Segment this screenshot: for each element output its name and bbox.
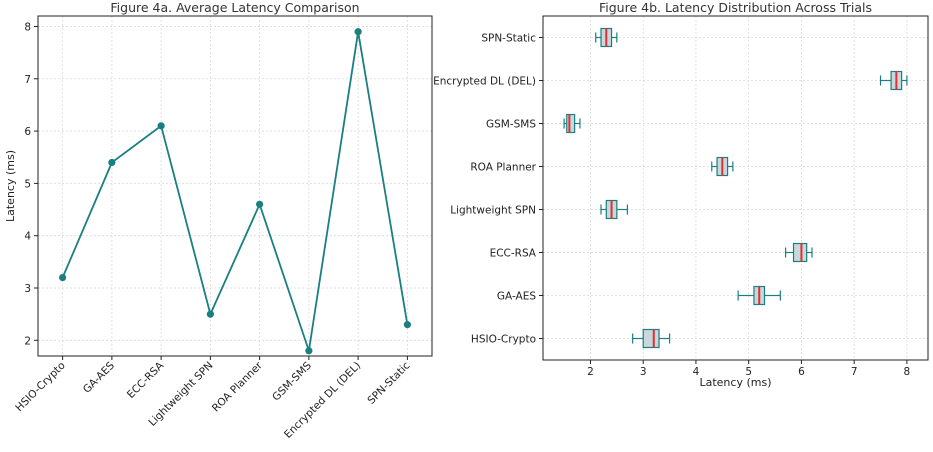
chart-b-box bbox=[563, 113, 581, 134]
chart-b-box bbox=[711, 156, 734, 177]
chart-b-box bbox=[737, 285, 781, 306]
chart-b-y-tick-label: Lightweight SPN bbox=[450, 205, 536, 217]
chart-b-x-tick-label: 5 bbox=[745, 366, 752, 378]
chart-b-y-tick-label: GA-AES bbox=[497, 291, 536, 303]
chart-a-data-point bbox=[59, 273, 67, 282]
chart-a-x-tick-label: SPN-Static bbox=[365, 359, 412, 406]
chart-a-y-tick-label: 6 bbox=[24, 126, 31, 138]
chart-a-y-tick-label: 4 bbox=[24, 231, 31, 243]
chart-a-data-point bbox=[108, 158, 116, 167]
chart-a-y-tick-label: 7 bbox=[24, 74, 31, 86]
chart-b-box bbox=[600, 199, 628, 220]
chart-b-y-tick-label: SPN-Static bbox=[481, 33, 536, 45]
chart-b-box-body bbox=[792, 242, 808, 263]
chart-b-x-ticks: 2 3 4 5 6 7 8 bbox=[587, 360, 910, 378]
chart-b-x-tick-label: 7 bbox=[851, 366, 858, 378]
chart-b-x-tick-label: 8 bbox=[904, 366, 911, 378]
chart-a-series-line bbox=[61, 31, 409, 352]
chart-a-x-tick-label: GA-AES bbox=[81, 359, 117, 395]
chart-b-y-tick-label: ECC-RSA bbox=[490, 248, 537, 260]
chart-a-data-point bbox=[305, 347, 313, 355]
chart-a-x-tick-label: HSIO-Crypto bbox=[13, 360, 68, 415]
chart-a-y-tick-label: 3 bbox=[24, 283, 31, 295]
chart-a-series bbox=[59, 28, 411, 355]
chart-a-data-point bbox=[206, 310, 214, 318]
chart-a-frame bbox=[37, 15, 433, 357]
chart-a-x-tick-label: ECC-RSA bbox=[125, 359, 167, 401]
chart-b-box-body bbox=[642, 328, 660, 349]
chart-b-box bbox=[632, 328, 671, 349]
chart-b-x-tick-label: 2 bbox=[587, 366, 594, 378]
chart-b-x-tick-label: 4 bbox=[693, 366, 700, 378]
chart-b-y-tick-label: GSM-SMS bbox=[486, 119, 536, 131]
chart-a-data-point bbox=[403, 321, 411, 329]
chart-b-box-body bbox=[566, 113, 576, 134]
chart-b-x-axis-label: Latency (ms) bbox=[699, 376, 771, 389]
chart-a-y-tick-label: 5 bbox=[24, 178, 31, 190]
chart-b-y-tick-label: HSIO-Crypto bbox=[471, 334, 536, 346]
chart-a-y-tick-label: 8 bbox=[24, 21, 31, 33]
chart-a-y-tick-label: 2 bbox=[24, 335, 31, 347]
chart-a-title: Figure 4a. Average Latency Comparison bbox=[110, 0, 359, 15]
chart-b-x-tick-label: 6 bbox=[798, 366, 805, 378]
chart-a-data-point bbox=[157, 122, 165, 130]
chart-a-y-ticks: 2 3 4 5 6 7 8 bbox=[24, 21, 38, 347]
chart-a-data-point bbox=[354, 28, 362, 36]
chart-b-gridlines bbox=[543, 16, 928, 360]
chart-a-gridlines bbox=[38, 16, 432, 356]
chart-a-x-tick-label: ROA Planner bbox=[210, 359, 265, 414]
chart-b-frame bbox=[542, 15, 929, 361]
chart-a-x-tick-label: GSM-SMS bbox=[270, 359, 314, 403]
chart-b-box bbox=[595, 27, 618, 48]
chart-b-y-tick-label: Encrypted DL (DEL) bbox=[433, 76, 536, 88]
chart-b-y-ticks: HSIO-Crypto GA-AES ECC-RSA Lightweight SPN R… bbox=[433, 33, 543, 346]
box-chart-latency-distribution: Figure 4b. Latency Distribution Across T… bbox=[433, 0, 929, 389]
chart-b-x-tick-label: 3 bbox=[640, 366, 647, 378]
chart-a-y-axis-label: Latency (ms) bbox=[4, 150, 17, 222]
chart-a-data-point bbox=[256, 200, 264, 208]
chart-b-box bbox=[785, 242, 813, 263]
chart-b-box bbox=[879, 70, 908, 91]
chart-b-boxes bbox=[563, 27, 908, 349]
line-chart-average-latency: Figure 4a. Average Latency Comparison La… bbox=[4, 0, 433, 441]
chart-b-title: Figure 4b. Latency Distribution Across T… bbox=[599, 0, 872, 15]
chart-b-y-tick-label: ROA Planner bbox=[470, 162, 536, 174]
